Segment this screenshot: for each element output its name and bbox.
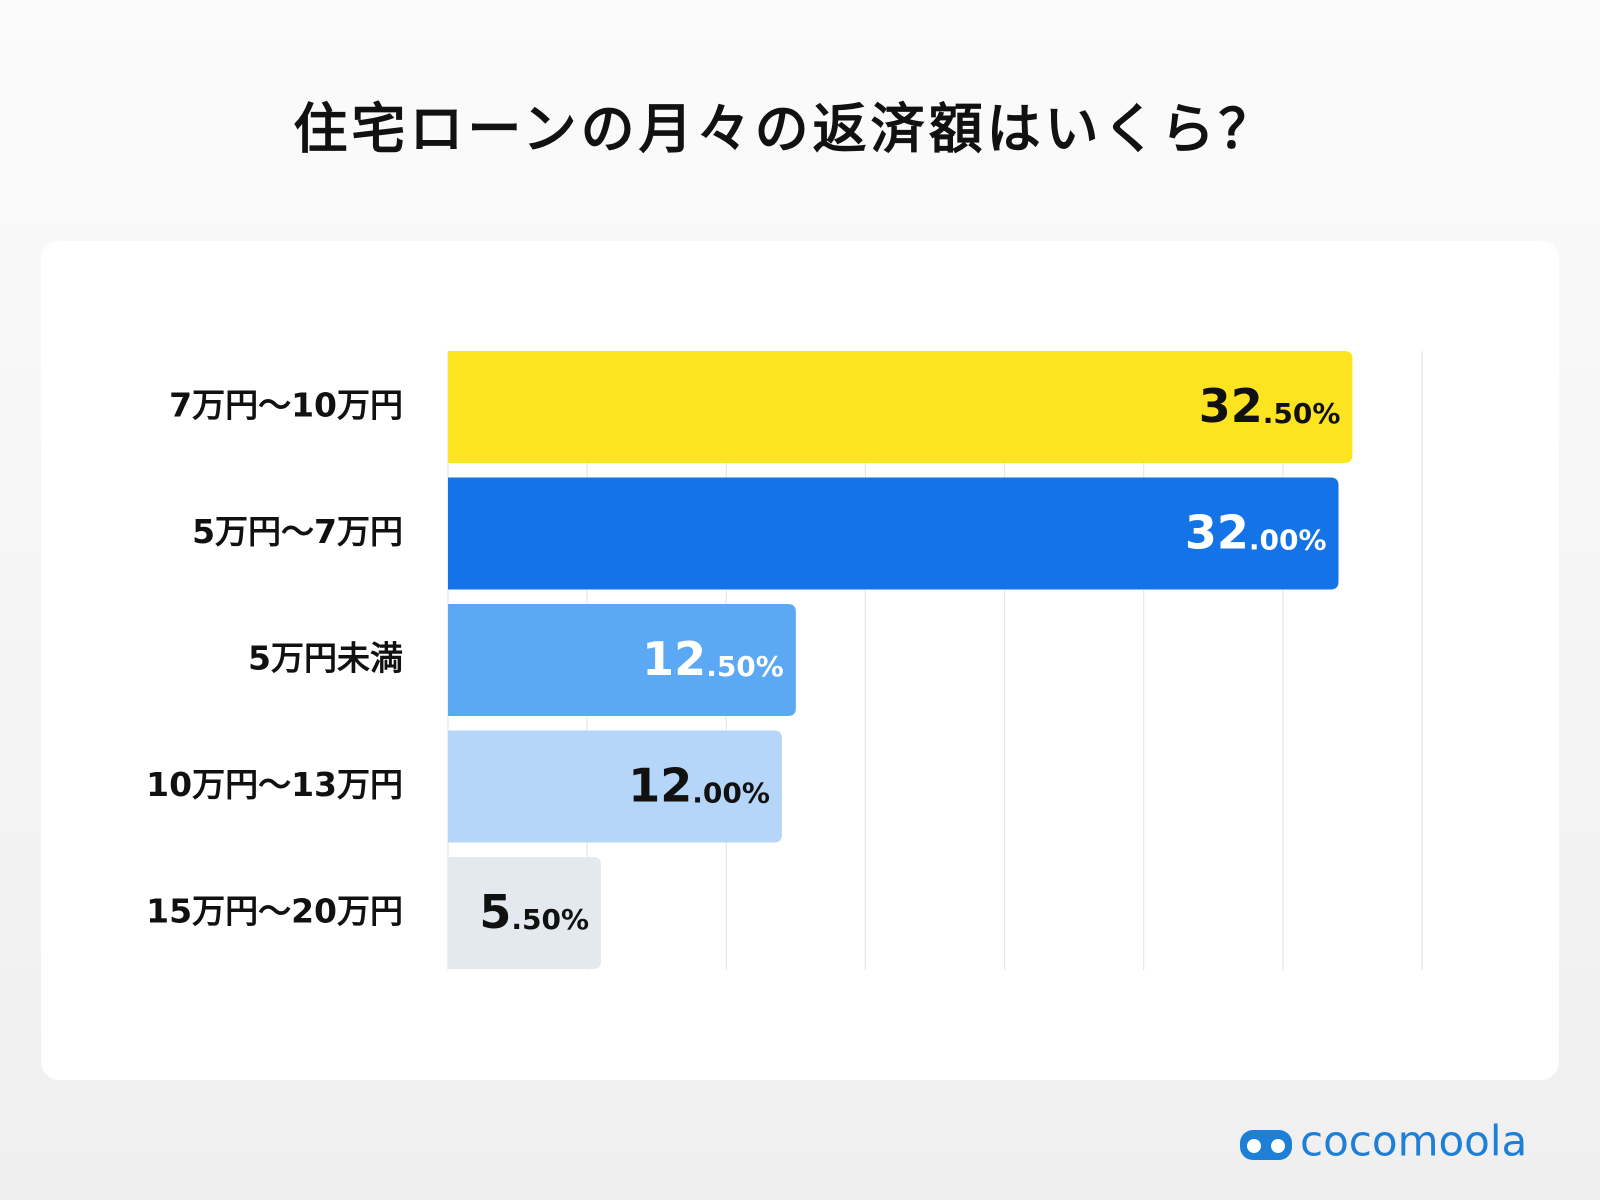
- bar: [448, 857, 602, 969]
- y-tick-label: 10万円〜13万円: [146, 765, 403, 804]
- value-label: 12.50%: [642, 632, 784, 686]
- chart-title: 住宅ローンの月々の返済額はいくら？: [293, 98, 1276, 161]
- bar: [448, 604, 796, 716]
- logo-eye: [1247, 1139, 1261, 1153]
- bar: [448, 477, 1339, 590]
- bar: [448, 730, 782, 843]
- logo: cocomoola: [1240, 1117, 1527, 1166]
- value-label: 32.00%: [1185, 505, 1327, 559]
- y-tick-label: 5万円未満: [248, 639, 403, 678]
- y-tick-label: 7万円〜10万円: [169, 386, 403, 425]
- y-tick-label: 5万円〜7万円: [192, 512, 403, 551]
- value-label: 32.50%: [1199, 379, 1341, 433]
- value-label: 5.50%: [479, 885, 589, 939]
- y-tick-label: 15万円〜20万円: [146, 892, 403, 931]
- value-label: 12.00%: [628, 758, 770, 812]
- logo-text: cocomoola: [1300, 1117, 1527, 1166]
- logo-eye: [1271, 1139, 1285, 1153]
- bar: [448, 351, 1353, 463]
